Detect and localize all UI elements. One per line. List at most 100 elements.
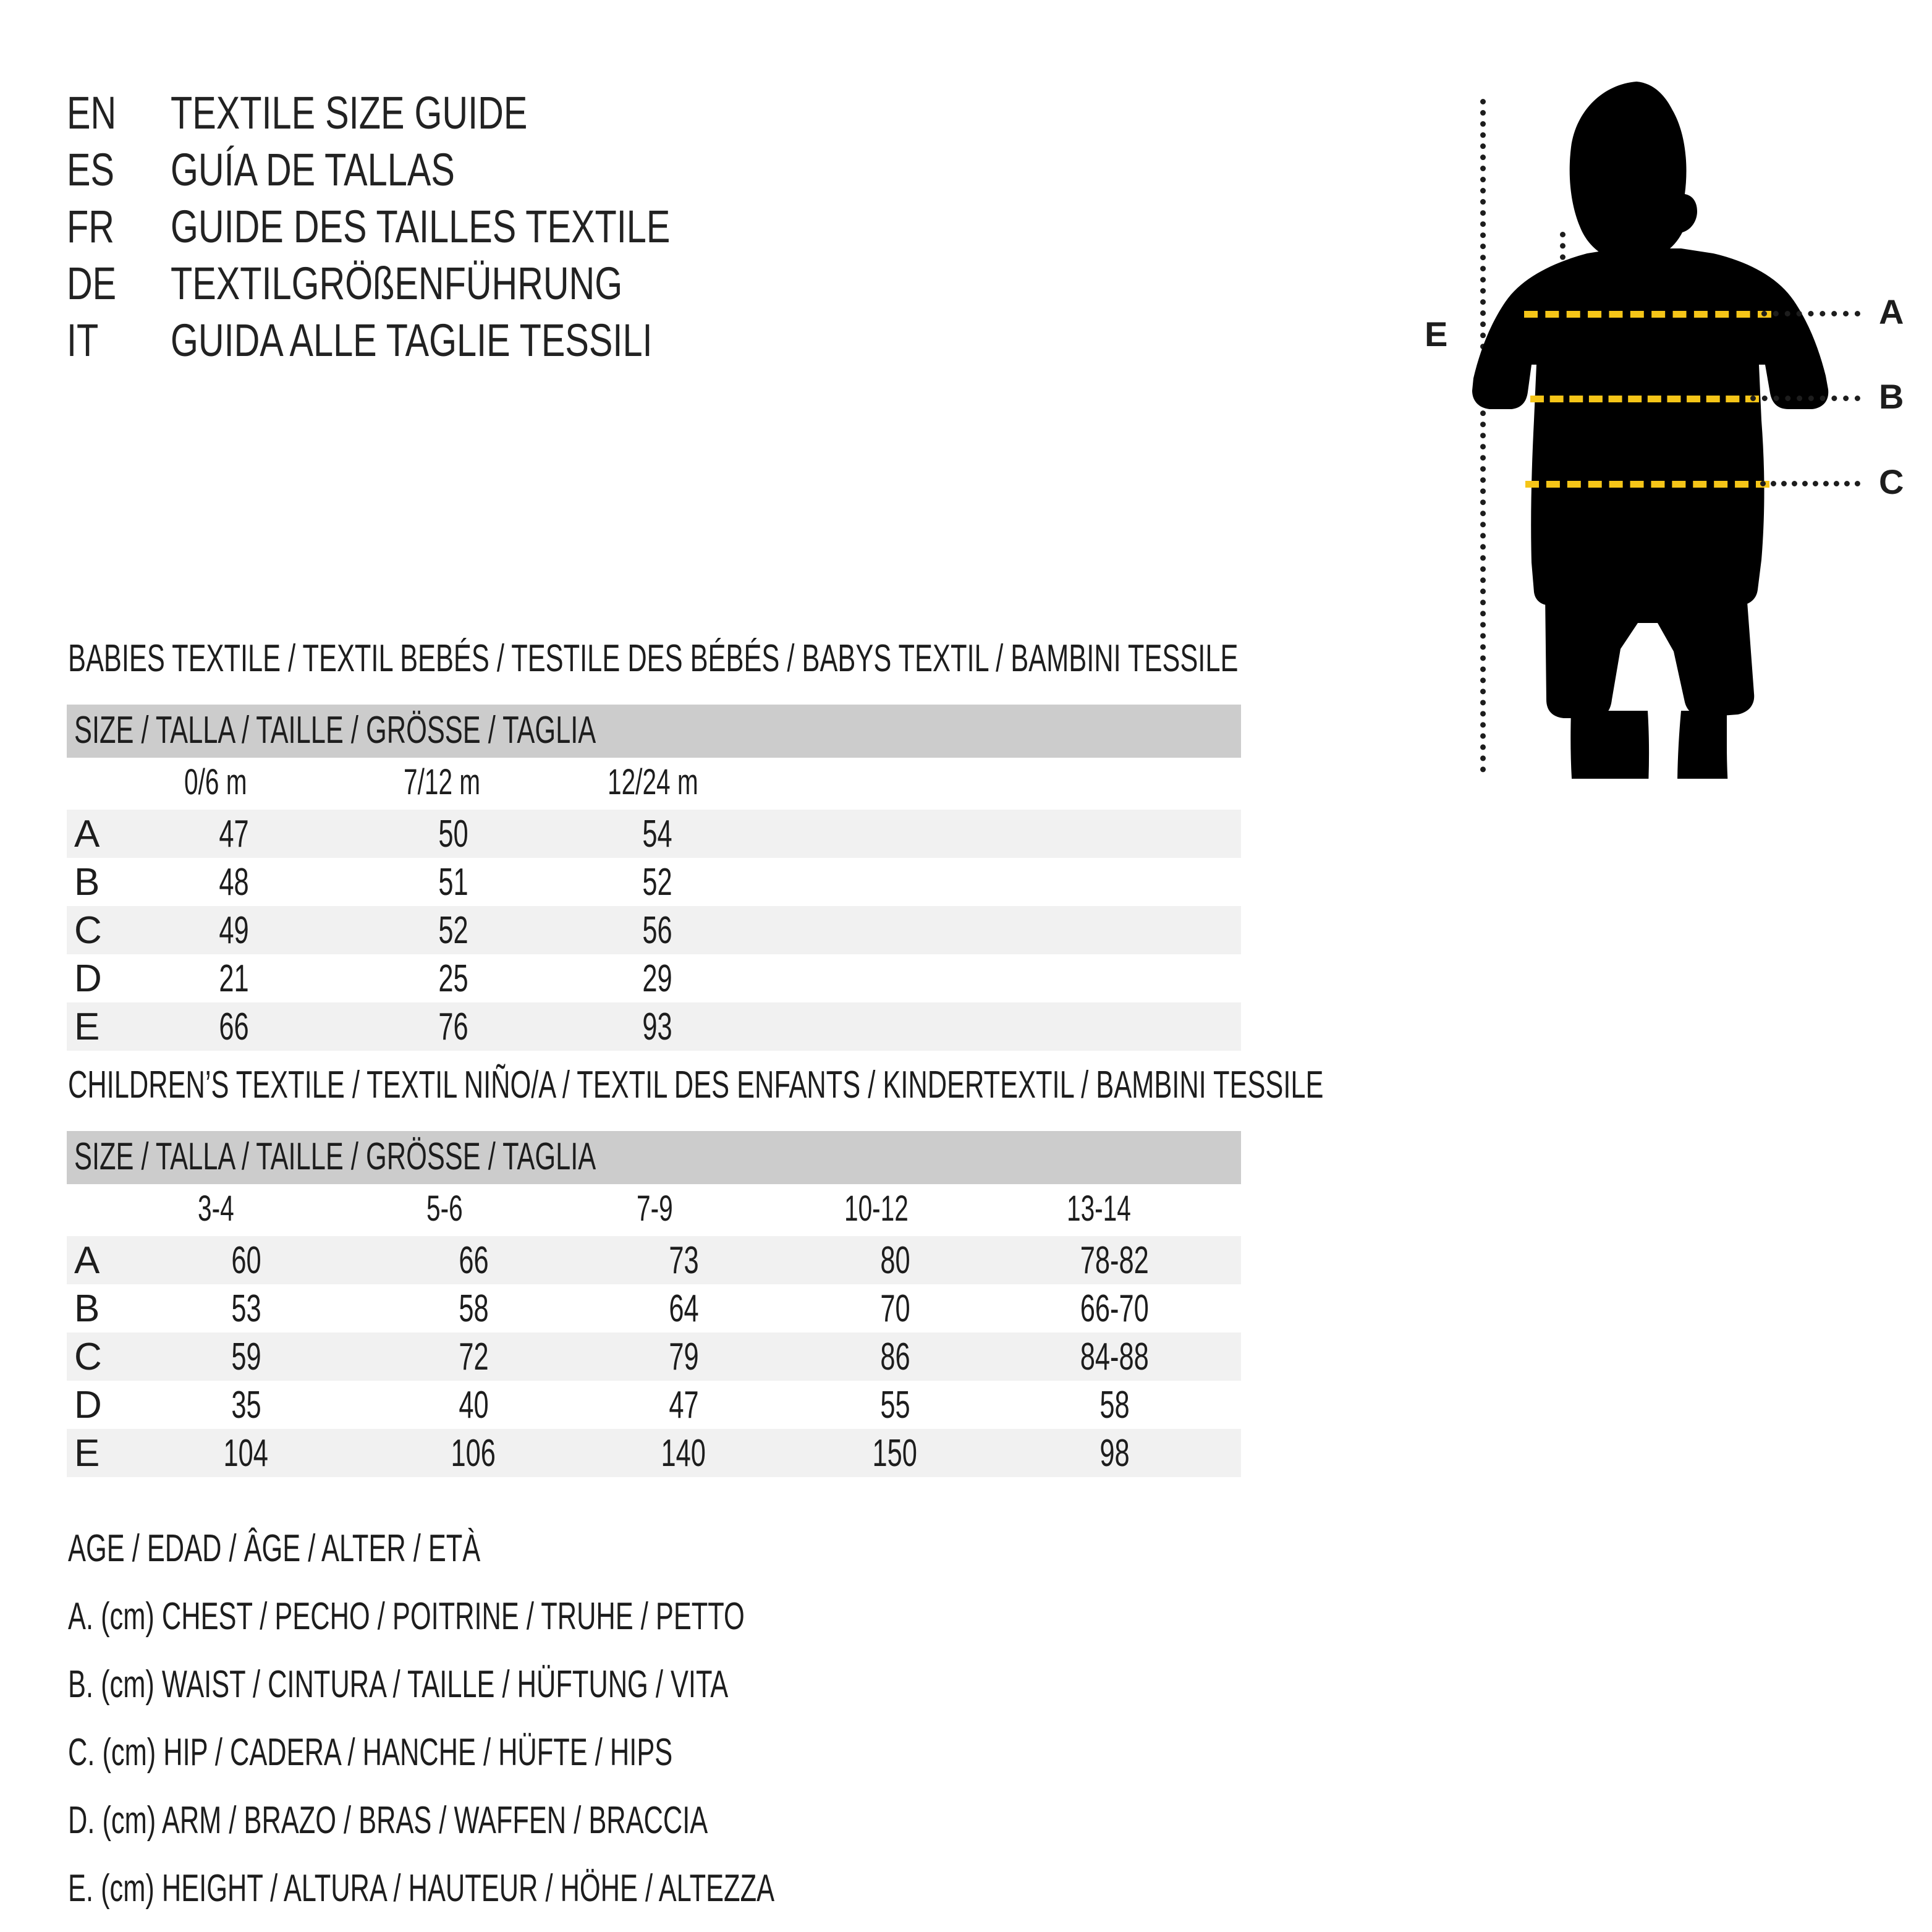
table-cell: 29 [642,957,672,1000]
table-row: D 21 25 29 [67,954,1241,1002]
legend-item-chest: A. (cm) CHEST / PECHO / POITRINE / TRUHE… [68,1595,745,1638]
waist-measure-line [1530,396,1759,402]
babies-row-label-3: D [74,957,102,1000]
table-cell: 58 [458,1287,489,1330]
table-cell: 56 [642,909,672,952]
table-cell: 48 [218,861,249,904]
table-cell: 64 [668,1287,699,1330]
table-cell: 79 [668,1336,699,1378]
table-cell: 150 [872,1432,918,1475]
table-cell: 35 [231,1384,261,1426]
language-title-de: TEXTILGRÖßENFÜHRUNG [171,258,623,309]
language-title-fr: GUIDE DES TAILLES TEXTILE [171,201,671,252]
legend-item-waist: B. (cm) WAIST / CINTURA / TAILLE / HÜFTU… [68,1663,729,1706]
babies-column-header-row: 0/6 m 7/12 m 12/24 m [67,761,1241,811]
children-row-label-1: B [74,1287,100,1330]
table-cell: 106 [451,1432,496,1475]
language-code-it: IT [67,315,99,366]
table-cell: 54 [642,813,672,855]
babies-row-label-1: B [74,861,100,904]
table-cell: 140 [661,1432,706,1475]
table-cell: 52 [642,861,672,904]
language-code-fr: FR [67,201,114,252]
hip-measure-line [1525,481,1769,488]
measurement-diagram: E D A B C [1391,74,1932,779]
table-cell: 53 [231,1287,261,1330]
table-cell: 51 [438,861,468,904]
children-row-label-3: D [74,1384,102,1426]
table-row: B 48 51 52 [67,858,1241,906]
babies-row-label-4: E [74,1006,100,1048]
legend-item-height: E. (cm) HEIGHT / ALTURA / HAUTEUR / HÖHE… [68,1867,775,1910]
table-cell: 55 [879,1384,910,1426]
table-cell: 76 [438,1006,468,1048]
table-row: C 49 52 56 [67,906,1241,954]
table-row: A 60 66 73 80 78-82 [67,1236,1241,1284]
children-row-label-4: E [74,1432,100,1475]
table-cell: 80 [879,1239,910,1282]
table-row: D 35 40 47 55 58 [67,1381,1241,1429]
table-cell: 104 [223,1432,269,1475]
table-cell: 58 [1099,1384,1130,1426]
children-column-header-1: 5-6 [426,1188,463,1229]
figure-label-waist: B [1879,377,1904,416]
legend-item-hip: C. (cm) HIP / CADERA / HANCHE / HÜFTE / … [68,1731,673,1774]
figure-label-height: E [1425,315,1448,354]
table-cell: 93 [642,1006,672,1048]
table-cell: 98 [1099,1432,1130,1475]
children-column-header-3: 10-12 [844,1188,909,1229]
language-title-en: TEXTILE SIZE GUIDE [171,87,528,138]
children-row-label-0: A [74,1239,100,1282]
table-cell: 47 [668,1384,699,1426]
children-row-label-2: C [74,1336,102,1378]
table-cell: 49 [218,909,249,952]
table-cell: 21 [218,957,249,1000]
language-title-es: GUÍA DE TALLAS [171,144,455,195]
table-cell: 40 [458,1384,489,1426]
babies-column-header-1: 7/12 m [404,762,481,802]
table-cell: 84-88 [1080,1336,1149,1378]
table-cell: 72 [458,1336,489,1378]
children-band-label: SIZE / TALLA / TAILLE / GRÖSSE / TAGLIA [74,1135,596,1178]
children-column-header-row: 3-4 5-6 7-9 10-12 13-14 [67,1188,1241,1237]
children-section-title: CHILDREN’S TEXTILE / TEXTIL NIÑO/A / TEX… [68,1064,1324,1106]
language-code-en: EN [67,87,117,138]
table-cell: 86 [879,1336,910,1378]
table-cell: 47 [218,813,249,855]
language-code-es: ES [67,144,115,195]
babies-band-label: SIZE / TALLA / TAILLE / GRÖSSE / TAGLIA [74,709,596,752]
language-code-de: DE [67,258,117,309]
table-cell: 25 [438,957,468,1000]
babies-row-label-0: A [74,813,100,855]
babies-section-title: BABIES TEXTILE / TEXTIL BEBÉS / TESTILE … [68,637,1239,680]
babies-column-header-0: 0/6 m [184,762,247,802]
table-cell: 78-82 [1080,1239,1149,1282]
table-cell: 52 [438,909,468,952]
legend-age-line: AGE / EDAD / ÂGE / ALTER / ETÀ [68,1527,481,1570]
table-cell: 59 [231,1336,261,1378]
children-table-band: SIZE / TALLA / TAILLE / GRÖSSE / TAGLIA [67,1131,1241,1184]
hip-leader-line [1760,481,1860,486]
table-row: C 59 72 79 86 84-88 [67,1332,1241,1381]
chest-leader-line [1761,311,1860,316]
children-column-header-2: 7-9 [637,1188,673,1229]
language-title-it: GUIDA ALLE TAGLIE TESSILI [171,315,653,366]
legend-item-arm: D. (cm) ARM / BRAZO / BRAS / WAFFEN / BR… [68,1799,708,1842]
children-column-header-0: 3-4 [198,1188,234,1229]
table-row: A 47 50 54 [67,810,1241,858]
table-cell: 66 [458,1239,489,1282]
table-row: E 66 76 93 [67,1002,1241,1051]
babies-table-band: SIZE / TALLA / TAILLE / GRÖSSE / TAGLIA [67,705,1241,758]
table-cell: 50 [438,813,468,855]
children-column-header-4: 13-14 [1067,1188,1131,1229]
waist-leader-line [1750,396,1860,401]
table-cell: 66-70 [1080,1287,1149,1330]
height-guide-line [1480,99,1486,773]
table-cell: 73 [668,1239,699,1282]
table-row: E 104 106 140 150 98 [67,1429,1241,1477]
chest-measure-line [1524,311,1771,318]
figure-label-hip: C [1879,462,1904,501]
table-cell: 66 [218,1006,249,1048]
table-cell: 70 [879,1287,910,1330]
child-silhouette-icon [1472,82,1829,779]
